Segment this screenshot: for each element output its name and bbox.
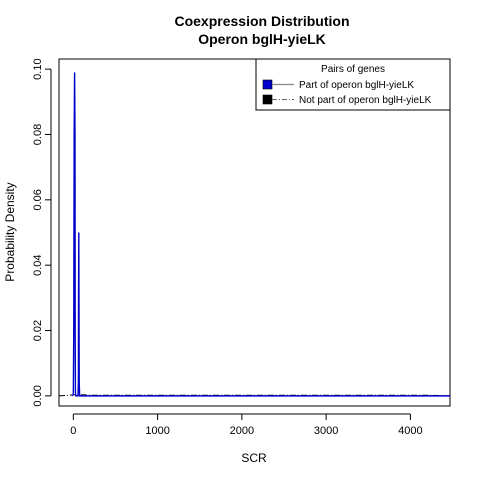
y-tick-label: 0.04 [32,254,44,275]
chart-title-line-1: Coexpression Distribution [174,13,349,29]
x-tick-label: 3000 [314,425,338,437]
legend-label-operon: Part of operon bglH-yieLK [299,80,414,91]
legend-swatch-operon [262,79,273,90]
x-axis: 0 1000 2000 3000 4000 [70,413,423,437]
y-tick-label: 0.02 [32,320,44,341]
legend-swatch-not-operon [262,94,273,105]
series-layer [59,72,450,397]
y-axis-label: Probability Density [3,182,17,281]
legend-label-not-operon: Not part of operon bglH-yieLK [299,95,432,106]
y-tick-label: 0.06 [32,189,44,210]
y-tick-label: 0.10 [32,58,44,79]
x-tick-label: 0 [70,425,76,437]
y-tick-label: 0.08 [32,124,44,145]
x-tick-label: 2000 [230,425,254,437]
legend: Pairs of genes Part of operon bglH-yieLK… [255,58,451,111]
series-line-operon [71,72,450,397]
x-tick-label: 1000 [145,425,169,437]
legend-title: Pairs of genes [321,64,385,75]
x-tick-label: 4000 [398,425,422,437]
plot-area-frame [58,58,451,407]
y-axis: 0.00 0.02 0.04 0.06 0.08 0.10 [32,58,52,407]
y-tick-label: 0.00 [32,385,44,406]
chart-title-line-2: Operon bglH-yieLK [198,31,326,47]
x-axis-label: SCR [241,451,267,465]
